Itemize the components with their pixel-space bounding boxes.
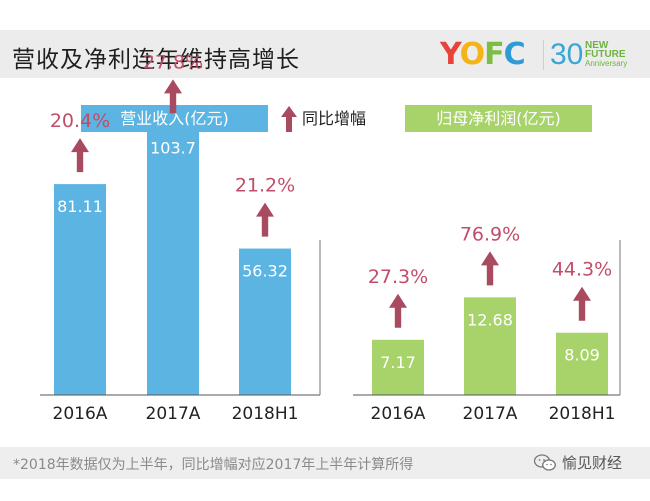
net-profit-category-label-2018H1: 2018H1	[549, 404, 616, 424]
revenue-growth-arrow-2016A	[71, 138, 89, 173]
logo-anniversary-number: 30	[550, 38, 584, 71]
watermark-text: 愉见财经	[562, 454, 623, 472]
logo-letter-o: O	[459, 37, 485, 72]
logo-letter-f: F	[484, 37, 504, 72]
footnote-bar	[0, 447, 650, 479]
footnote-text: *2018年数据仅为上半年，同比增幅对应2017年上半年计算所得	[13, 457, 414, 473]
net-profit-growth-arrow-2018H1	[573, 286, 591, 321]
net-profit-growth-label-2018H1: 44.3%	[552, 259, 612, 281]
logo-letter-y: Y	[440, 37, 461, 72]
revenue-bar-2017A	[147, 125, 199, 395]
revenue-value-label-2016A: 81.11	[57, 197, 103, 216]
net-profit-value-label-2017A: 12.68	[467, 310, 513, 329]
net-profit-bar-2016A	[372, 339, 424, 395]
revenue-category-label-2016A: 2016A	[53, 404, 108, 424]
revenue-growth-arrow-2018H1	[256, 202, 274, 237]
logo-letter-c: C	[503, 37, 526, 72]
revenue-category-label-2017A: 2017A	[146, 404, 201, 424]
page-title: 营收及净利连年维持高增长	[12, 47, 300, 73]
revenue-growth-label-2017A: 27.8%	[143, 51, 203, 73]
legend-net-profit: 归母净利润(亿元)	[405, 105, 592, 132]
revenue-value-label-2017A: 103.7	[150, 138, 196, 157]
logo-word-anniversary: Anniversary	[585, 59, 628, 68]
legend-net-profit-label: 归母净利润(亿元)	[436, 109, 561, 128]
net-profit-value-label-2018H1: 8.09	[564, 346, 600, 365]
revenue-bar-2018H1	[239, 248, 291, 395]
net-profit-category-label-2016A: 2016A	[371, 404, 426, 424]
net-profit-bar-2018H1	[556, 332, 608, 395]
revenue-value-label-2018H1: 56.32	[242, 262, 288, 281]
logo-divider	[543, 40, 544, 70]
revenue-growth-label-2018H1: 21.2%	[235, 175, 295, 197]
logo-word-new: NEW	[585, 40, 609, 51]
logo-word-future: FUTURE	[585, 49, 626, 60]
net-profit-growth-arrow-2016A	[389, 293, 407, 328]
net-profit-growth-label-2017A: 76.9%	[460, 223, 520, 245]
legend-arrow-icon	[281, 106, 297, 132]
wechat-icon	[534, 454, 556, 471]
title-bar	[0, 30, 650, 78]
revenue-bar-2016A	[54, 184, 106, 395]
revenue-growth-arrow-2017A	[164, 79, 182, 114]
legend-growth-label: 同比增幅	[302, 109, 367, 128]
logo-anniversary-text: NEW FUTURE Anniversary	[585, 40, 628, 69]
net-profit-category-label-2017A: 2017A	[463, 404, 518, 424]
net-profit-growth-label-2016A: 27.3%	[368, 266, 428, 288]
net-profit-bar-2017A	[464, 297, 516, 395]
net-profit-growth-arrow-2017A	[481, 251, 499, 286]
revenue-growth-label-2016A: 20.4%	[50, 110, 110, 132]
revenue-category-label-2018H1: 2018H1	[232, 404, 299, 424]
net-profit-value-label-2016A: 7.17	[380, 353, 416, 372]
logo-wordmark: YOFC	[440, 37, 526, 73]
legend-revenue-label: 营业收入(亿元)	[120, 109, 229, 128]
